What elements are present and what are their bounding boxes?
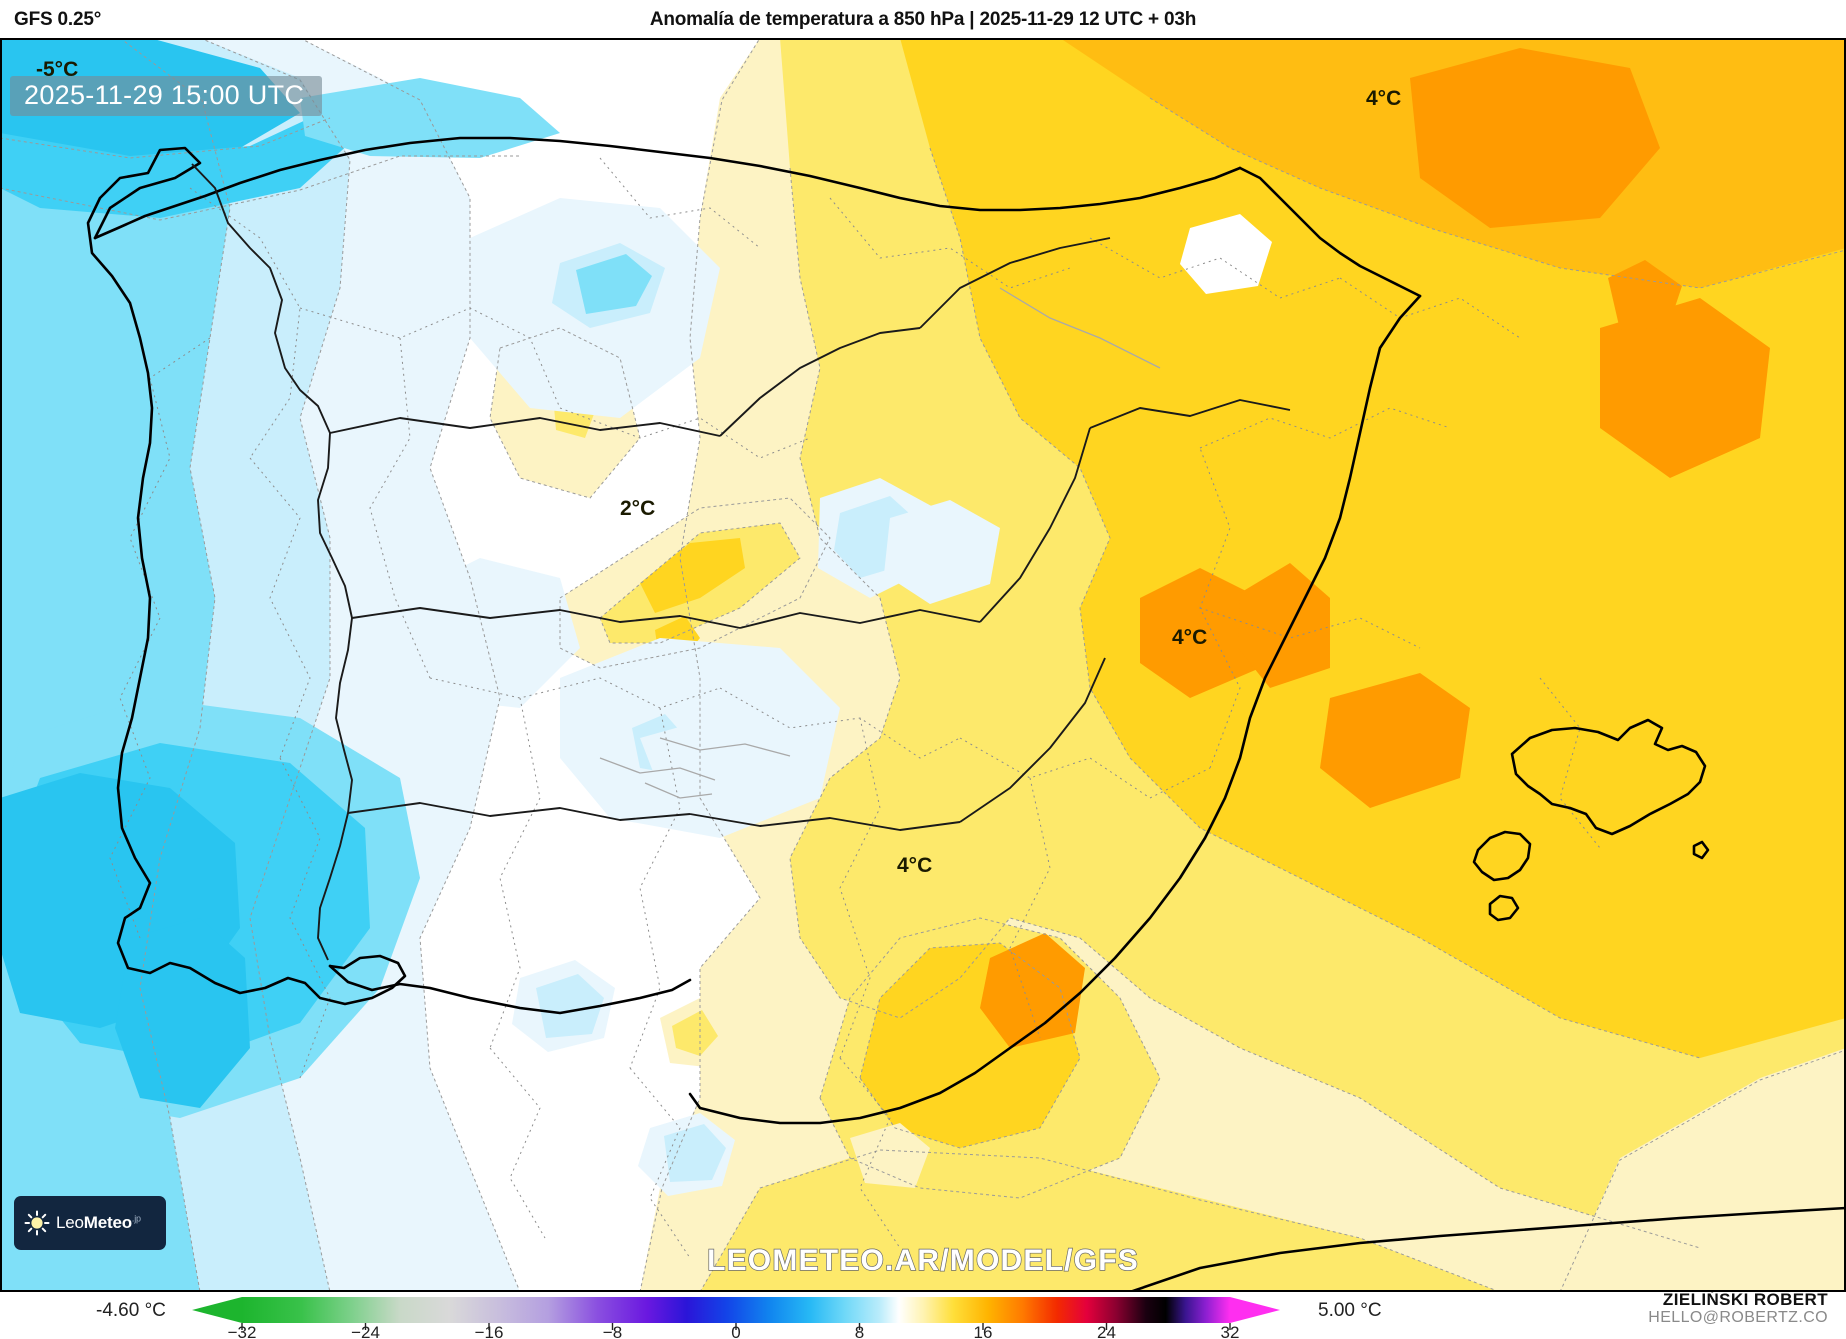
colorbar-max-arrow [1230,1297,1280,1323]
cold-anomaly-bands [0,38,1272,1292]
tick-label-6: 16 [974,1323,993,1339]
coastline-and-borders [86,136,1846,1292]
tick-label-7: 24 [1097,1323,1116,1339]
credits-author: ZIELIŃSKI ROBERT [1662,1290,1828,1309]
colorbar-min-label: -4.60 °C [96,1300,166,1321]
map-canvas[interactable]: 2°C 4°C 4°C 4°C -5°C [0,38,1846,1292]
colorbar-max-label: 5.00 °C [1318,1300,1382,1321]
patch-pale-west [395,558,580,708]
contour-label-4c-east: 4°C [1172,626,1207,649]
cell-weakwarm-south [850,1123,930,1188]
cell-warm-extremadura [672,1010,718,1056]
cell-cool-leon-core [576,254,652,314]
logo-name-bold: Meteo [83,1213,132,1232]
cell-gt5-ne [1600,298,1770,478]
tick-label-1: −24 [351,1323,380,1339]
cell-gt5-small-ne [1608,260,1682,330]
map-svg: 2°C 4°C 4°C 4°C -5°C [0,38,1846,1292]
province-boundaries [109,157,1601,1259]
region-borders [191,163,1291,961]
logo-wordmark: LeoMeteo.jp [56,1213,141,1233]
contour-label-2c: 2°C [620,497,655,520]
colorbar-ticks [241,1323,1231,1330]
contour-lines [0,38,1846,1292]
cell-gt5-aragon [1140,568,1260,698]
colorbar-tick-labels: −32 −24 −16 −8 0 8 16 24 32 [228,1323,1240,1339]
rivers [599,287,1161,799]
cell-neutral-pyrenees [1180,214,1272,294]
credits-email: HELLO@ROBERTZ.CO [1648,1309,1828,1327]
tick-label-0: −32 [228,1323,257,1339]
tick-label-4: 0 [731,1323,740,1339]
contour-label-m5c: -5°C [36,58,78,81]
lobe-cold-top-left2 [0,118,360,218]
band-3to4 [900,38,1846,1058]
cell-warm-central-core [640,538,745,613]
tick-label-3: −8 [603,1323,622,1339]
leometeo-logo[interactable]: LeoMeteo.jp [14,1196,166,1250]
logo-suffix: .jp [131,1213,141,1224]
contour-label-4c-north: 4°C [1366,87,1401,110]
sun-icon [24,1210,50,1236]
page-title: Anomalía de temperatura a 850 hPa | 2025… [649,9,1197,30]
colorbar[interactable]: −32 −24 −16 −8 0 8 16 24 32 [186,1292,1286,1339]
contour-label-4c-south: 4°C [897,854,932,877]
cell-gt5-north [1410,48,1660,228]
timestamp-badge: 2025-11-29 15:00 UTC [10,76,323,117]
header-bar: GFS 0.25° Anomalía de temperatura a 850 … [0,0,1846,38]
cell-gt5-valencia [1320,673,1470,808]
tick-label-8: 32 [1221,1323,1240,1339]
tick-label-2: −16 [475,1323,504,1339]
contour-label-group: 2°C 4°C 4°C 4°C -5°C [36,58,1401,877]
band-se-ocean [1560,1048,1846,1292]
credits: ZIELIŃSKI ROBERT HELLO@ROBERTZ.CO [1648,1290,1828,1327]
tick-label-5: 8 [855,1323,864,1339]
colorbar-area: -4.60 °C 5.00 °C [0,1290,1846,1339]
colorbar-gradient [242,1297,1230,1323]
watermark: LEOMETEO.AR/MODEL/GFS [706,1243,1139,1277]
cell-cool-jaen-core [664,1124,726,1182]
lobe-cold-sw-core2 [115,918,250,1108]
cell-cool-rioja [884,500,1000,604]
cell-cool-extremadura-core [536,974,604,1038]
logo-name-light: Leo [56,1213,84,1232]
cell-gt5-andalusia [980,933,1085,1048]
warm-anomaly-bands [384,38,1846,1292]
model-label: GFS 0.25° [14,9,102,30]
colorbar-min-arrow [192,1297,242,1323]
